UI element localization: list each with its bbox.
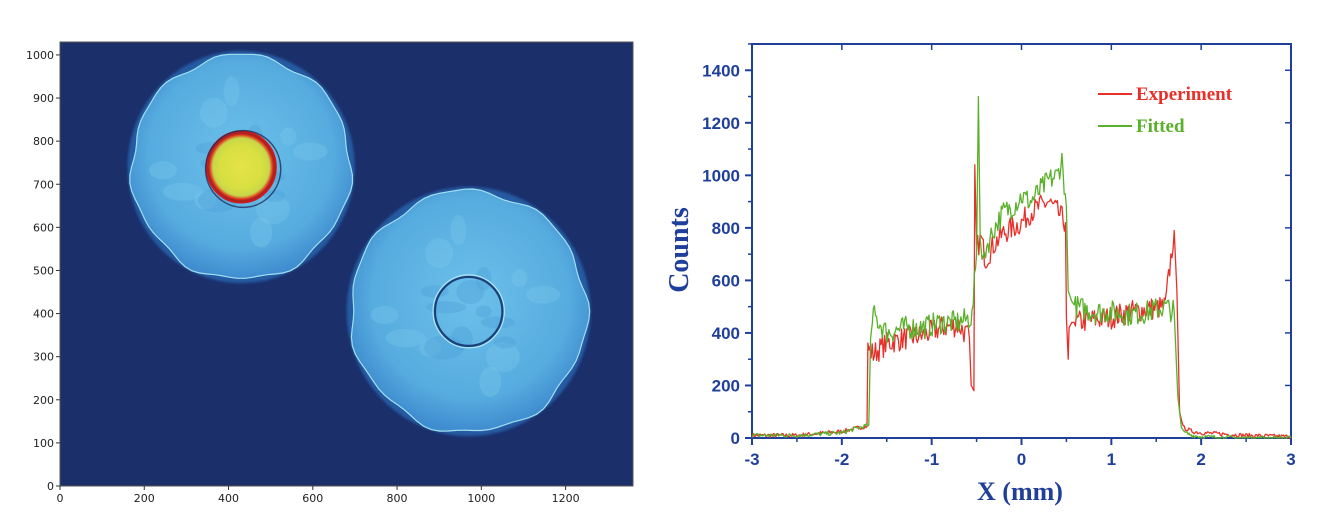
disk-texture	[162, 182, 203, 201]
disk-texture	[199, 97, 228, 128]
x-tick-label: 3	[1286, 450, 1295, 469]
series-line-experiment	[751, 164, 1292, 439]
intensity-image-panel: 0 200 400 600 800 1000 1200 0 100 200 300 400 500 600…	[26, 41, 634, 505]
series-line-fitted	[751, 95, 1292, 439]
disk-texture	[293, 142, 328, 161]
disk-texture	[425, 238, 454, 269]
disk-texture	[385, 329, 426, 347]
ring-core	[433, 275, 504, 348]
y-tick-label: 1000	[26, 49, 54, 62]
hot-core-edge	[204, 129, 282, 209]
disk-texture	[419, 338, 442, 357]
x-tick-label: 2	[1196, 450, 1205, 469]
legend: Experiment Fitted	[1098, 84, 1233, 137]
disk-texture	[370, 306, 399, 324]
disk-texture	[480, 316, 515, 329]
y-tick-label: 1000	[702, 166, 740, 185]
disk-texture	[280, 127, 297, 146]
x-tick-label: 800	[387, 492, 408, 505]
hot-core	[205, 130, 277, 204]
disk-texture	[450, 215, 467, 245]
disk-texture	[475, 305, 492, 318]
y-tick-label: 900	[33, 92, 54, 105]
disk-texture	[194, 191, 217, 210]
y-tick-label: 200	[33, 394, 54, 407]
disk-texture	[420, 285, 449, 298]
y-tick-label: 600	[712, 271, 740, 290]
disk-texture	[255, 194, 290, 225]
y-tick-label: 400	[33, 308, 54, 321]
disk-texture	[456, 280, 485, 304]
y-tick-label: 200	[712, 376, 740, 395]
y-tick-label: 0	[47, 480, 54, 493]
y-tick-label: 600	[33, 221, 54, 234]
disk-texture	[485, 342, 520, 372]
disk-layer	[127, 50, 591, 437]
y-tick-label: 400	[712, 324, 740, 343]
disk-texture	[511, 269, 528, 288]
x-tick-label: -3	[744, 450, 759, 469]
x-tick-label: 400	[218, 492, 239, 505]
disk-texture	[475, 266, 492, 291]
x-tick-label: -2	[834, 450, 849, 469]
x-tick-label: 200	[134, 492, 155, 505]
x-tick-label: -1	[924, 450, 939, 469]
y-tick-label: 1400	[702, 61, 740, 80]
disk-texture	[493, 336, 516, 349]
disk-texture	[250, 217, 273, 248]
series-layer	[751, 95, 1292, 439]
image-axes: 0 200 400 600 800 1000 1200 0 100 200 300 400 500 600…	[26, 49, 580, 505]
y-tick-label: 800	[712, 219, 740, 238]
disk-texture	[479, 366, 502, 397]
y-tick-label: 100	[33, 437, 54, 450]
y-tick-label: 0	[731, 429, 740, 448]
y-tick-label: 700	[33, 178, 54, 191]
disk-texture	[423, 335, 464, 360]
disk-texture	[526, 285, 561, 304]
x-tick-label: 1	[1107, 450, 1116, 469]
counts-profile-chart: -3 -2 -1 0 1 2 3 0 200 400 600 800 1000 1200 1400 X (m…	[664, 43, 1296, 506]
y-tick-label: 800	[33, 135, 54, 148]
disk-2	[350, 188, 591, 432]
x-tick-label: 1200	[552, 492, 580, 505]
x-tick-label: 600	[302, 492, 323, 505]
x-tick-label: 0	[57, 492, 64, 505]
disk-texture	[223, 76, 240, 107]
y-tick-label: 500	[33, 264, 54, 277]
y-axis-title: Counts	[664, 207, 695, 293]
disk-texture	[149, 161, 177, 180]
y-tick-label: 300	[33, 351, 54, 364]
ring-core-highlight	[432, 274, 505, 349]
disk-texture	[263, 189, 286, 202]
y-tick-label: 1200	[702, 114, 740, 133]
legend-label-fitted: Fitted	[1136, 116, 1185, 137]
legend-label-experiment: Experiment	[1136, 84, 1233, 105]
x-axis-title: X (mm)	[977, 477, 1063, 506]
chart-axes: -3 -2 -1 0 1 2 3 0 200 400 600 800 1000 1200 1400	[702, 43, 1296, 469]
x-tick-label: 1000	[467, 492, 495, 505]
x-tick-label: 0	[1017, 450, 1026, 469]
disk-texture	[426, 301, 466, 314]
